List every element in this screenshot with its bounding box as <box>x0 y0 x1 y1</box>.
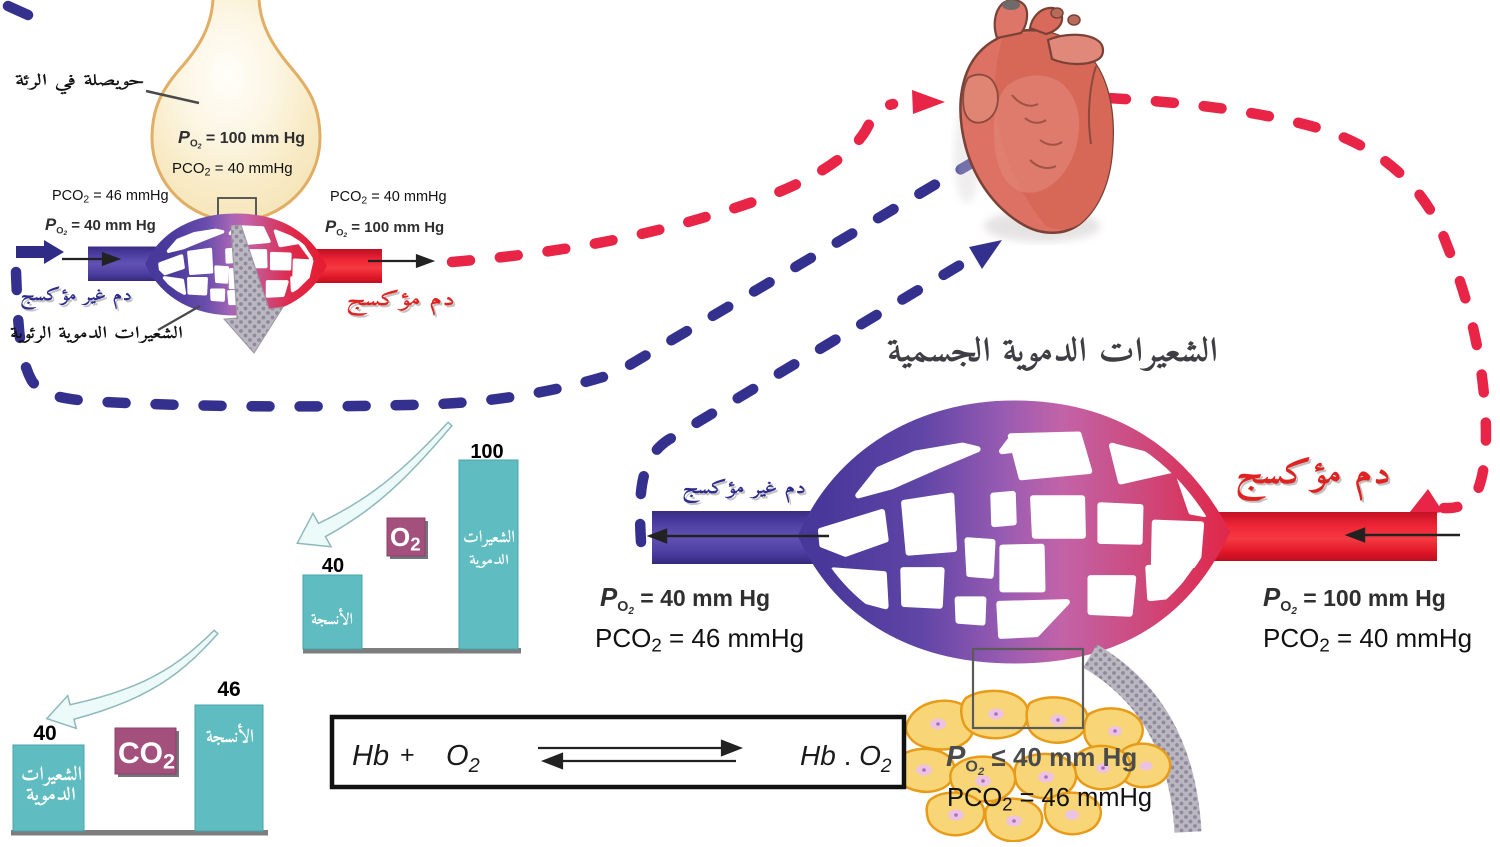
svg-text:100: 100 <box>470 441 503 463</box>
svg-text:+: + <box>400 741 415 769</box>
svg-text:PCO2 = 46 mmHg: PCO2 = 46 mmHg <box>52 188 169 206</box>
svg-text:PCO2 = 46 mmHg: PCO2 = 46 mmHg <box>947 784 1152 815</box>
svg-text:PO2 = 40 mm Hg: PO2 = 40 mm Hg <box>45 215 156 237</box>
svg-text:PO2 = 100 mm Hg: PO2 = 100 mm Hg <box>325 217 444 239</box>
svg-text:Hb: Hb <box>352 740 389 772</box>
svg-text:PO2 = 100 mm Hg: PO2 = 100 mm Hg <box>1263 584 1446 617</box>
svg-text:PCO2 = 40 mmHg: PCO2 = 40 mmHg <box>1263 623 1472 656</box>
svg-text:PCO2 = 40 mmHg: PCO2 = 40 mmHg <box>172 160 293 179</box>
svg-text:46: 46 <box>217 678 240 701</box>
svg-text:40: 40 <box>322 555 344 577</box>
svg-text:PO2 = 100 mm Hg: PO2 = 100 mm Hg <box>178 127 305 151</box>
svg-text:PCO2 = 40 mmHg: PCO2 = 40 mmHg <box>330 189 447 207</box>
svg-text:40: 40 <box>33 722 56 745</box>
svg-text:Hb . O2: Hb . O2 <box>800 740 892 777</box>
svg-text:PCO2 = 46 mmHg: PCO2 = 46 mmHg <box>595 623 804 656</box>
